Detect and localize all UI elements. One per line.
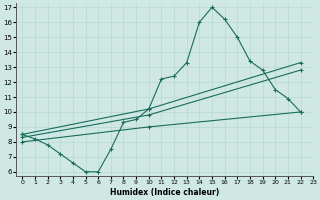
X-axis label: Humidex (Indice chaleur): Humidex (Indice chaleur) [110,188,219,197]
